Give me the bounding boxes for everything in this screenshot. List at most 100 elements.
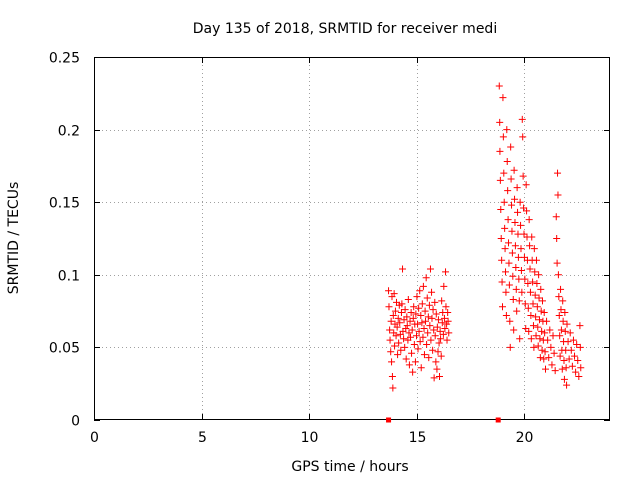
data-point (515, 297, 523, 305)
data-point (568, 362, 576, 370)
data-point (418, 300, 426, 308)
data-point (425, 301, 433, 309)
data-point (505, 281, 513, 289)
data-point (503, 126, 511, 134)
data-point (390, 290, 398, 298)
data-point (536, 354, 544, 362)
data-point (440, 314, 448, 322)
data-point (415, 327, 423, 335)
data-point (566, 329, 574, 337)
data-point (538, 327, 546, 335)
data-point (534, 342, 542, 350)
data-point (423, 340, 431, 348)
data-point (501, 245, 509, 253)
data-point (544, 336, 552, 344)
data-point (506, 343, 514, 351)
data-point (507, 143, 515, 151)
data-point (397, 346, 405, 354)
x-tick-label: 20 (516, 430, 534, 446)
data-point (532, 313, 540, 321)
data-point (422, 317, 430, 325)
data-point (509, 295, 517, 303)
data-point (436, 372, 444, 380)
data-point (516, 335, 524, 343)
data-point (417, 364, 425, 372)
data-point (430, 374, 438, 382)
data-point (533, 280, 541, 288)
data-point (513, 184, 521, 192)
data-point (388, 372, 396, 380)
data-point (434, 348, 442, 356)
data-point (417, 311, 425, 319)
data-point (416, 287, 424, 295)
data-point (440, 282, 448, 290)
data-point (520, 204, 528, 212)
data-point (508, 249, 516, 257)
data-point (574, 356, 582, 364)
data-point (424, 329, 432, 337)
data-point (558, 365, 566, 373)
data-point (443, 336, 451, 344)
data-point (419, 333, 427, 341)
data-point (525, 327, 533, 335)
data-point (420, 351, 428, 359)
data-point (563, 381, 571, 389)
data-point (556, 352, 564, 360)
data-point (408, 349, 416, 357)
data-point (547, 343, 555, 351)
data-point (543, 317, 551, 325)
data-point (561, 309, 569, 317)
data-point (400, 335, 408, 343)
data-point (562, 364, 570, 372)
data-point (522, 181, 530, 189)
data-point (500, 169, 508, 177)
data-point (496, 176, 504, 184)
data-point (514, 230, 522, 238)
data-point (415, 304, 423, 312)
data-point (542, 365, 549, 373)
grid (94, 57, 610, 420)
data-point (398, 300, 406, 308)
data-point (429, 306, 437, 314)
data-point (556, 332, 564, 340)
data-point (531, 268, 539, 276)
data-point (545, 354, 553, 362)
data-point (557, 285, 565, 293)
data-point (554, 169, 562, 177)
x-tick-label: 10 (301, 430, 319, 446)
data-point (403, 313, 411, 321)
data-point (399, 265, 407, 273)
data-point (527, 335, 535, 343)
x-tick-label: 15 (409, 430, 427, 446)
data-point (521, 275, 529, 283)
data-point (526, 242, 534, 250)
data-point (433, 365, 441, 373)
data-point (512, 285, 520, 293)
data-point (510, 326, 518, 334)
data-point (518, 115, 526, 123)
data-point (394, 314, 402, 322)
data-point (388, 358, 396, 366)
data-point (515, 275, 523, 283)
data-point (505, 259, 513, 267)
data-point (538, 297, 546, 305)
data-point (537, 285, 545, 293)
data-point (517, 266, 525, 274)
data-point (385, 287, 393, 295)
data-point (524, 304, 532, 312)
data-point (428, 314, 436, 322)
data-point (442, 303, 450, 311)
data-point (557, 306, 565, 314)
data-point (434, 316, 442, 324)
data-point (559, 317, 567, 325)
data-point (529, 322, 537, 330)
data-point (575, 372, 583, 380)
y-axis-label: SRMTID / TECUs (6, 182, 22, 295)
data-point (391, 342, 399, 350)
data-point (413, 332, 420, 340)
data-point (387, 348, 395, 356)
data-point (559, 297, 567, 305)
data-point (437, 335, 445, 343)
x-tick-label: 0 (90, 430, 99, 446)
